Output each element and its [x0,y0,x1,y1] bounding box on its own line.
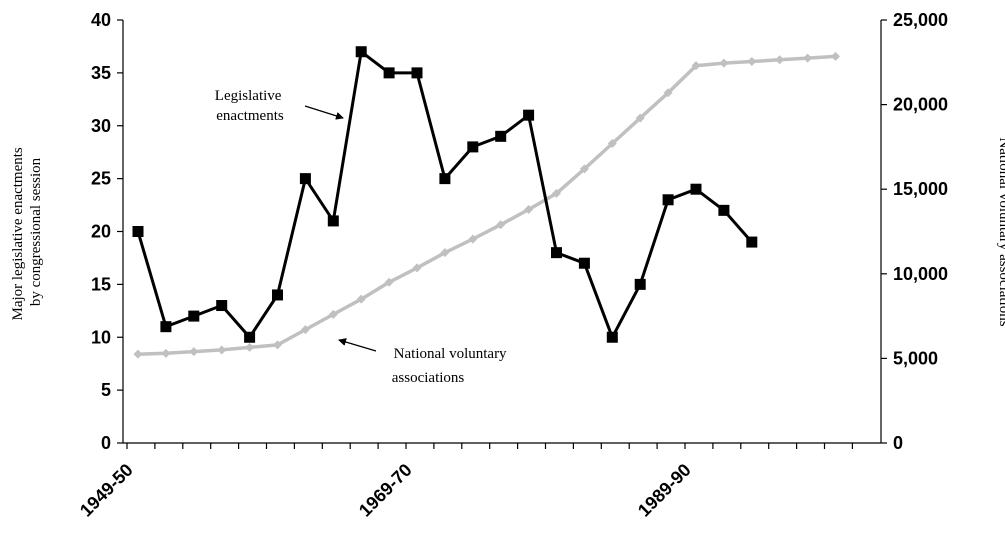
data-point-legislative [216,300,228,312]
data-point-associations [468,234,478,244]
x-tick-label: 1989-90 [634,460,695,521]
annotation-associations-arrow [338,338,377,352]
annotation-legislative-arrow [304,105,344,120]
annotation-associations-line-1: National voluntary [394,346,507,362]
right-tick-label: 0 [893,433,903,453]
data-point-associations [161,348,171,358]
right-tick-label: 10,000 [893,264,948,284]
data-point-associations [300,325,310,335]
data-point-legislative [355,46,367,58]
data-point-legislative [132,226,144,237]
data-point-legislative [551,247,562,259]
data-point-associations [245,342,255,352]
data-point-associations [663,88,673,98]
data-point-legislative [383,67,395,79]
right-tick-label: 25,000 [893,10,948,30]
left-tick-label: 15 [91,274,111,294]
data-point-associations [775,55,785,65]
axes: 0 5 10 15 20 25 30 35 40 0 5,000 10,000 15,000 20,000… [76,10,948,521]
data-point-legislative [718,204,730,216]
data-point-associations [356,294,366,304]
data-point-legislative [523,109,535,121]
data-point-associations [440,248,450,258]
data-point-legislative [467,141,479,153]
left-tick-label: 30 [91,116,111,136]
data-point-legislative [299,173,311,185]
left-tick-label: 40 [91,10,111,30]
annotation-associations-line-2: associations [392,370,465,386]
data-point-legislative [244,331,256,343]
left-axis-title: Major legislative enactments by congress… [10,143,44,320]
x-tick-label: 1949-50 [76,460,137,521]
right-tick-label: 15,000 [893,179,948,199]
data-point-associations [607,139,617,149]
data-point-associations [328,309,338,319]
left-axis-title-line-2: by congressional session [28,157,44,306]
right-axis-title: National voluntary associations [996,137,1005,326]
left-tick-label: 5 [101,380,111,400]
data-point-associations [217,345,227,355]
data-point-legislative [327,215,339,227]
data-point-legislative [690,183,702,195]
left-tick-label: 20 [91,222,111,242]
annotation-legislative-line-1: Legislative [215,88,282,104]
series-layer [132,46,840,359]
left-tick-label: 25 [91,169,111,189]
right-tick-label: 20,000 [893,95,948,115]
data-point-legislative [411,67,423,79]
data-point-associations [496,220,506,230]
data-point-associations [524,205,534,215]
left-tick-label: 0 [101,433,111,453]
data-point-associations [719,58,729,68]
data-point-legislative [606,331,618,343]
data-point-legislative [439,173,451,185]
left-axis-title-line-1: Major legislative enactments [10,147,26,320]
data-point-associations [747,56,757,66]
data-point-associations [579,164,589,174]
data-point-associations [133,349,143,359]
data-point-associations [273,340,282,350]
data-point-associations [552,188,561,198]
data-point-associations [831,51,840,61]
data-point-legislative [578,257,590,269]
data-point-legislative [188,310,200,322]
data-point-legislative [160,321,172,333]
left-tick-label: 35 [91,63,111,83]
data-point-associations [635,113,645,123]
data-point-legislative [746,236,758,248]
data-point-legislative [662,194,674,206]
data-point-associations [412,263,422,273]
annotation-legislative: Legislative enactments [215,88,285,124]
data-point-associations [691,61,701,71]
data-point-legislative [495,130,507,142]
series-line-associations [137,54,836,356]
data-point-associations [803,53,813,63]
data-point-associations [384,277,394,287]
annotation-associations: National voluntary associations [392,346,511,386]
data-point-legislative [272,289,283,301]
data-point-legislative [634,278,646,290]
data-point-associations [189,347,199,357]
annotation-legislative-line-2: enactments [216,108,284,124]
x-tick-label: 1969-70 [355,460,416,521]
left-tick-label: 10 [91,327,111,347]
right-tick-label: 5,000 [893,348,938,368]
